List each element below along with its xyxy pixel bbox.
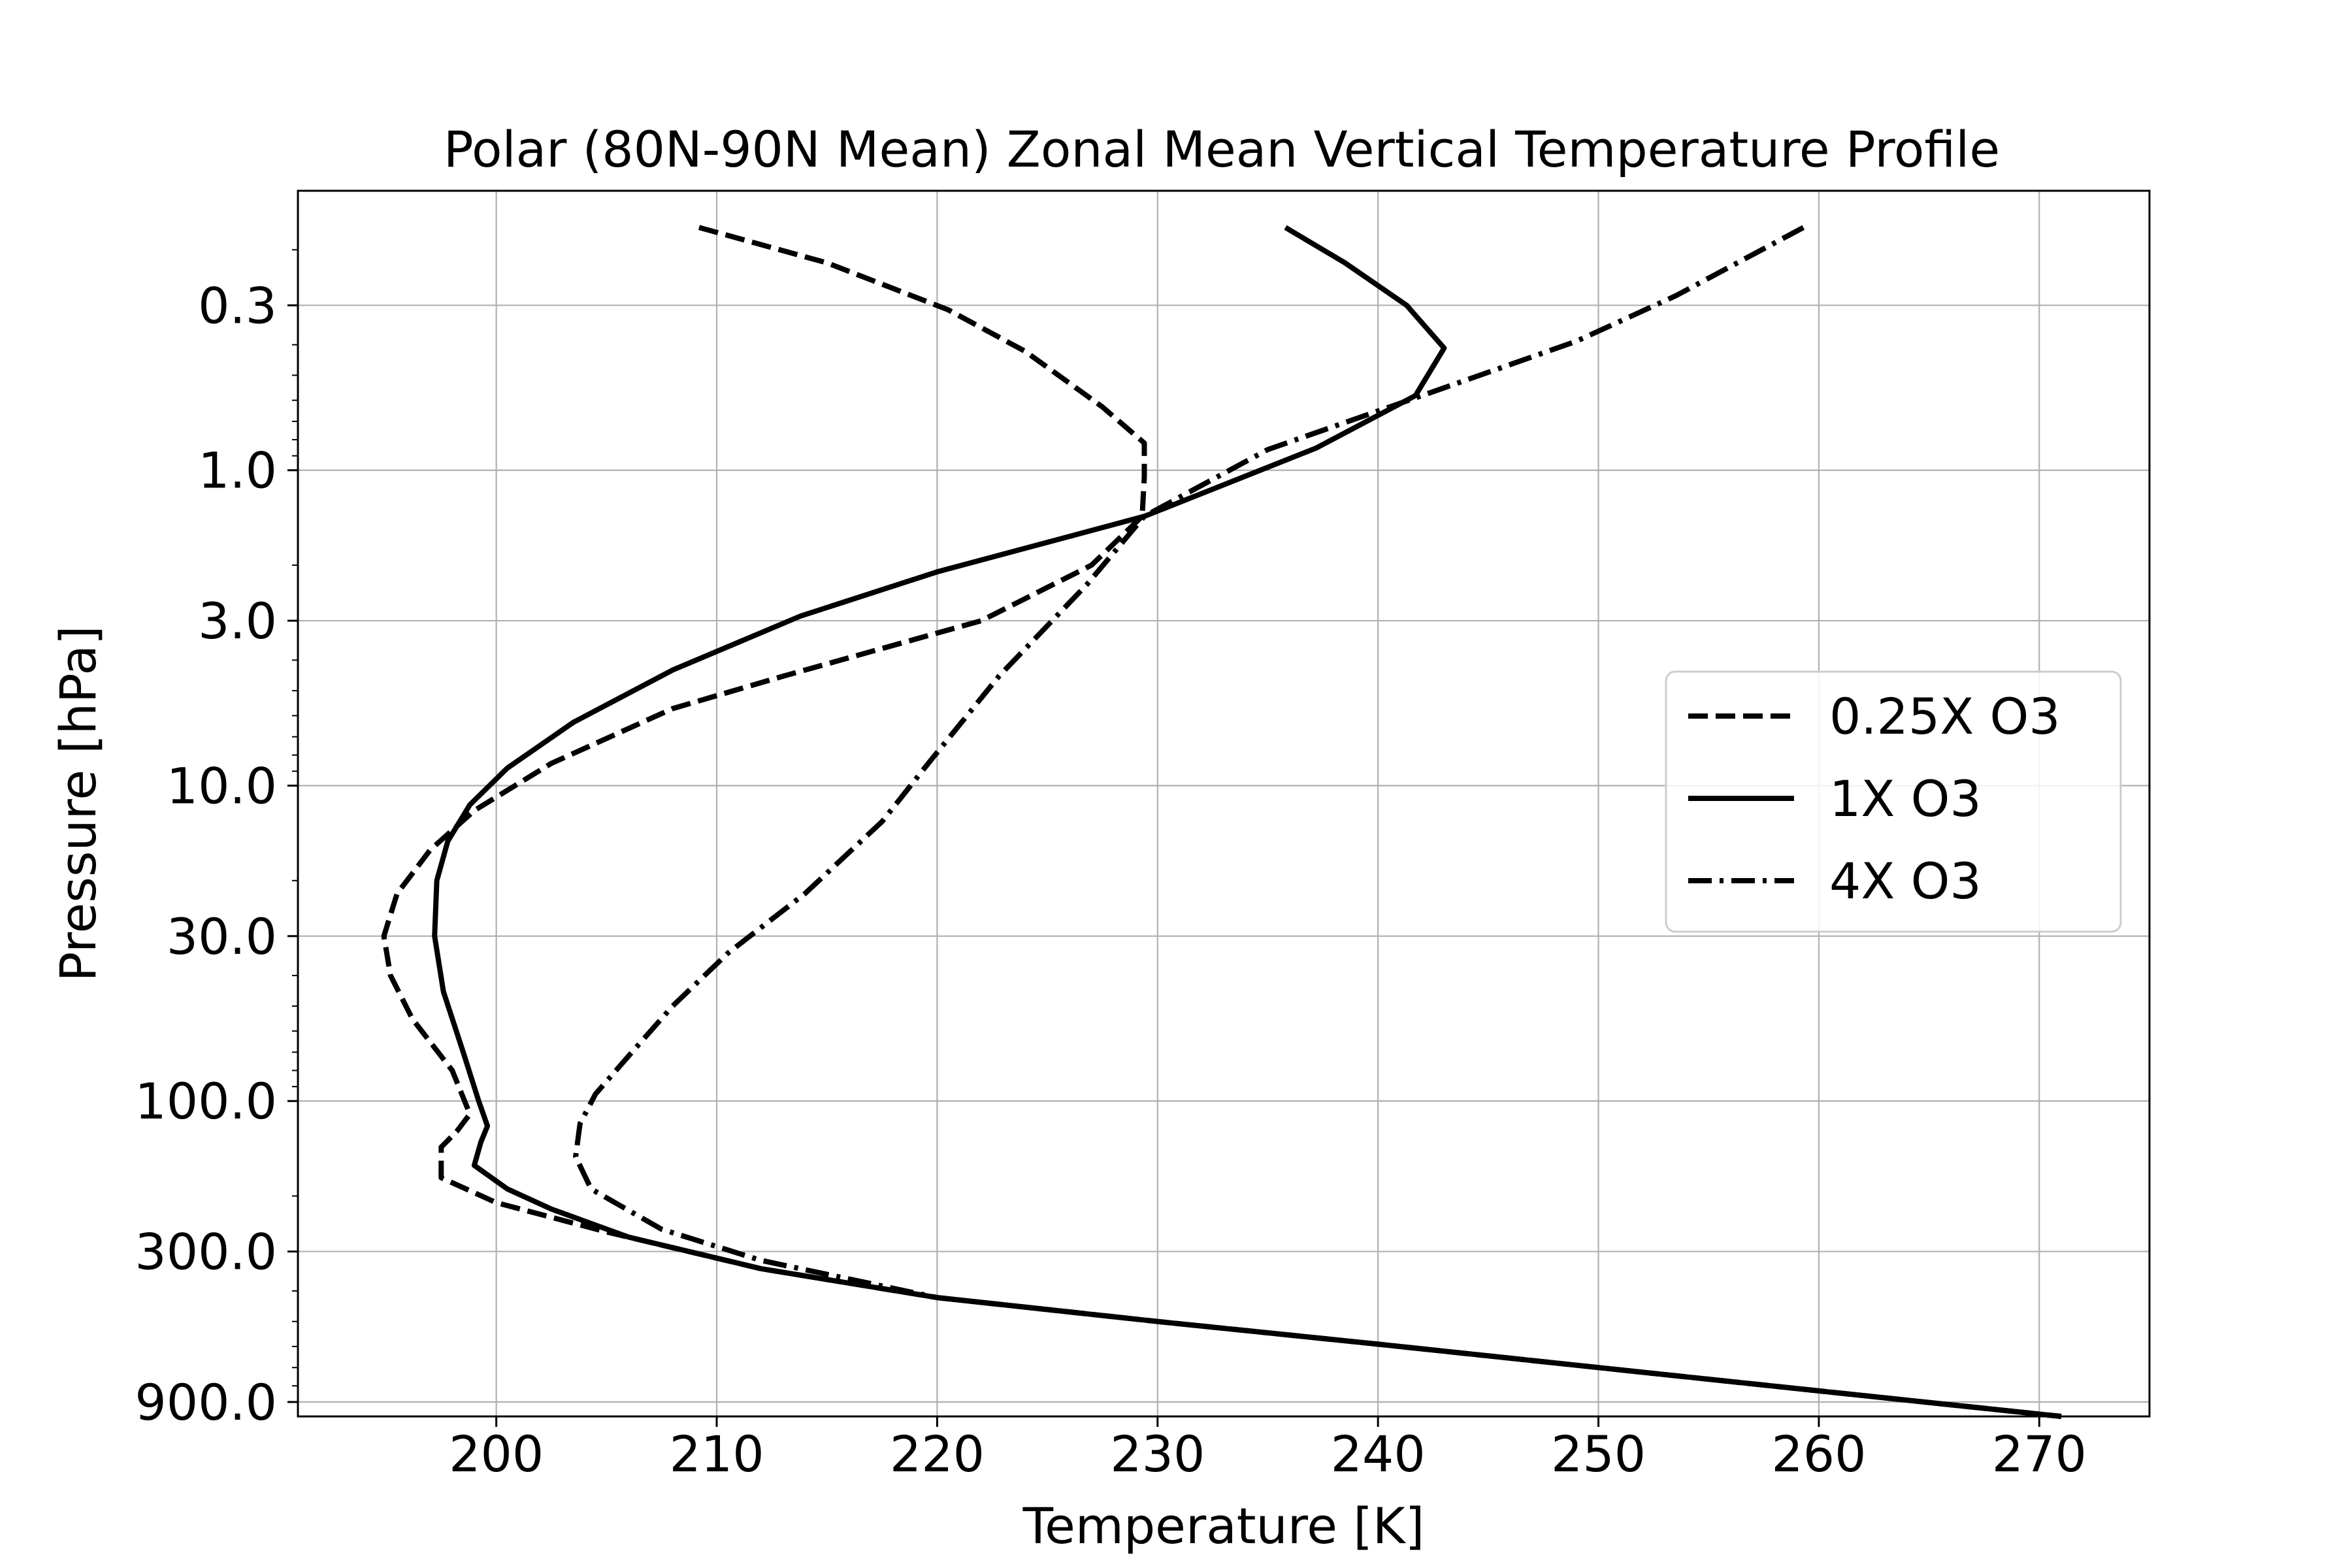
x-axis: 200 210 220 230 240 250 260 270 (449, 1416, 2087, 1483)
x-tick-label: 250 (1551, 1425, 1646, 1483)
y-tick-label: 30.0 (167, 907, 277, 966)
y-tick-label: 1.0 (198, 442, 277, 500)
y-axis: 0.3 1.0 3.0 10.0 30.0 100.0 300.0 900.0 (135, 249, 298, 1431)
x-axis-label: Temperature [K] (1022, 1497, 1425, 1555)
y-tick-label: 10.0 (167, 757, 277, 815)
x-tick-label: 200 (449, 1425, 544, 1483)
x-tick-label: 230 (1110, 1425, 1205, 1483)
plot-frame (297, 189, 2151, 1418)
x-tick-label: 210 (669, 1425, 764, 1483)
chart-title: Polar (80N-90N Mean) Zonal Mean Vertical… (444, 120, 2000, 178)
y-tick-label: 300.0 (135, 1223, 277, 1281)
legend-label: 0.25X O3 (1829, 687, 2061, 745)
y-axis-label: Pressure [hPa] (49, 625, 107, 981)
x-tick-label: 260 (1771, 1425, 1866, 1483)
y-tick-label: 900.0 (135, 1373, 277, 1431)
series-line-dashdot (573, 225, 2062, 1419)
data-series (381, 225, 2062, 1419)
y-tick-label: 3.0 (198, 592, 277, 650)
legend: 0.25X O3 1X O3 4X O3 (1665, 670, 2122, 933)
legend-label: 4X O3 (1829, 852, 1982, 910)
legend-box (1665, 670, 2122, 933)
x-tick-label: 240 (1331, 1425, 1426, 1483)
y-tick-label: 100.0 (135, 1072, 277, 1130)
y-tick-label: 0.3 (198, 276, 277, 335)
legend-label: 1X O3 (1829, 770, 1982, 828)
x-tick-label: 220 (890, 1425, 985, 1483)
x-tick-label: 270 (1992, 1425, 2087, 1483)
legend-entries: 0.25X O3 1X O3 4X O3 (1688, 687, 2061, 910)
